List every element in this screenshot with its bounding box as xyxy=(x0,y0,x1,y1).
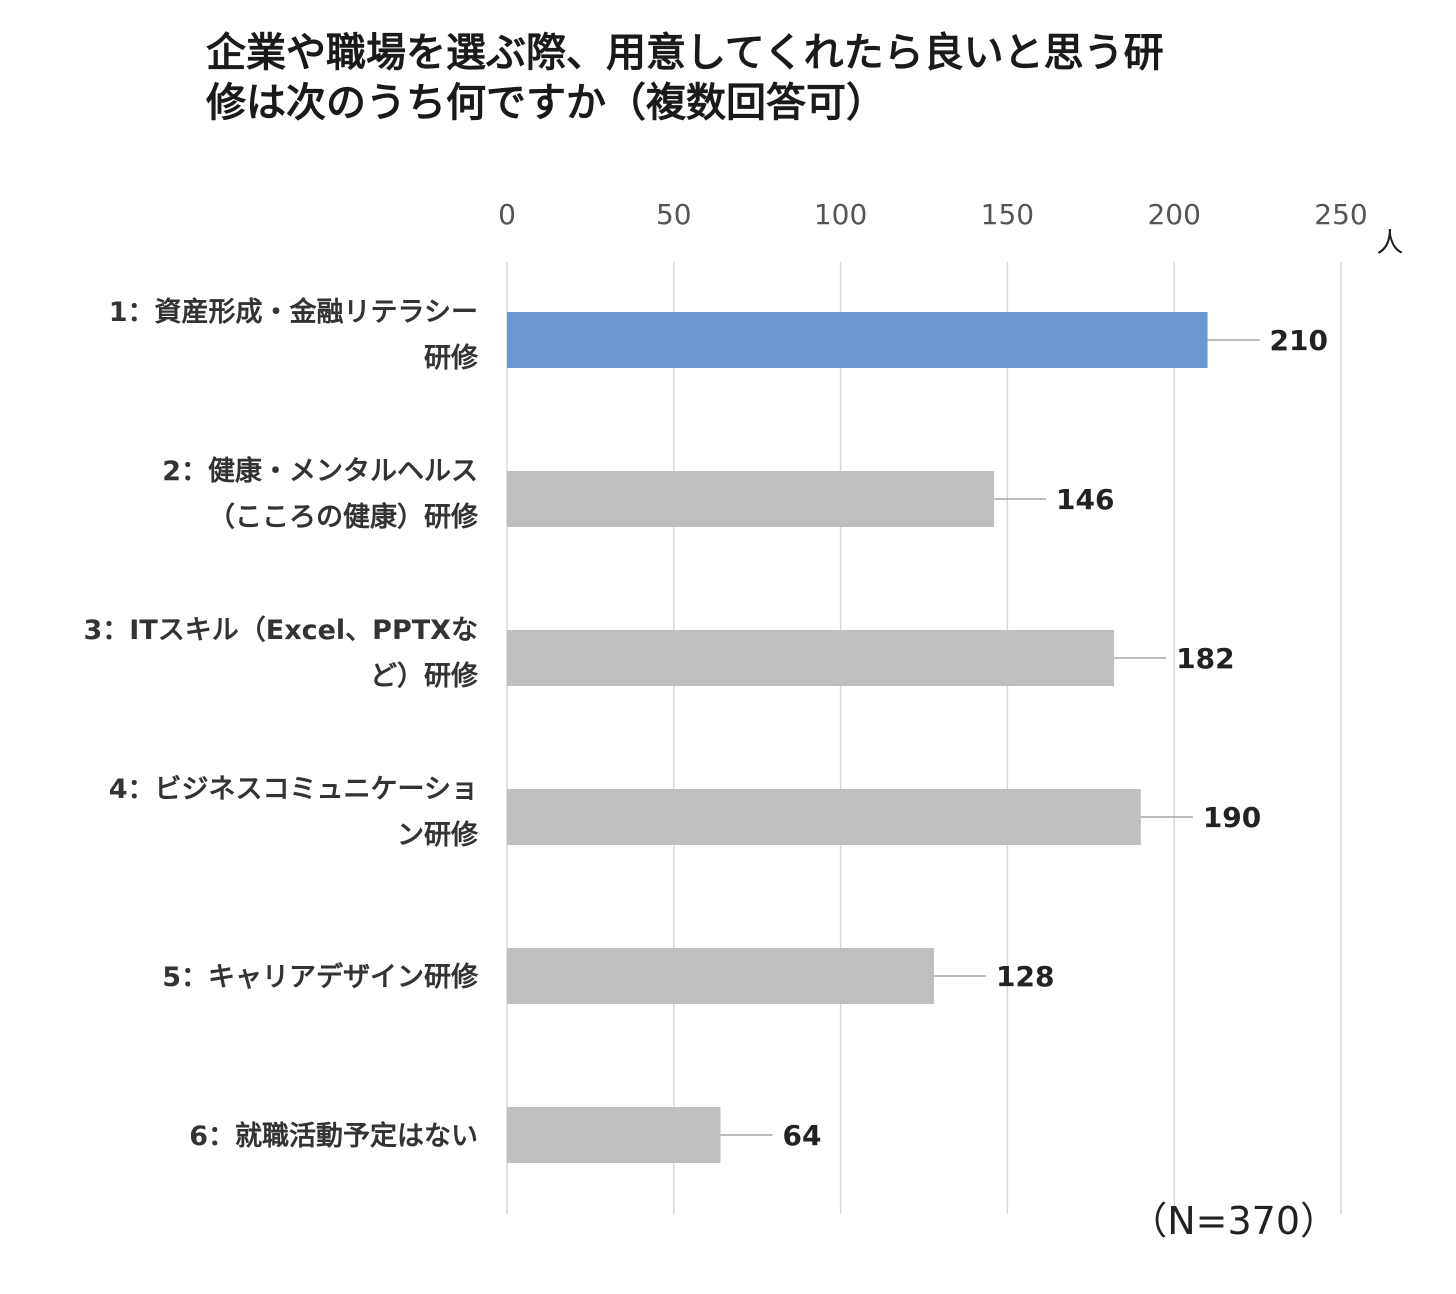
value-label: 182 xyxy=(1176,642,1234,675)
x-axis-ticks: 0 50 100 150 200 250 xyxy=(498,198,1368,231)
bar xyxy=(507,789,1141,845)
gridlines xyxy=(506,262,1342,1214)
x-tick-label: 50 xyxy=(656,198,692,231)
category-label: 6：就職活動予定はない xyxy=(189,1120,478,1152)
value-label: 146 xyxy=(1056,483,1114,516)
x-tick-label: 200 xyxy=(1147,198,1200,231)
category-label: 4：ビジネスコミュニケーショ xyxy=(109,774,478,805)
x-tick-label: 250 xyxy=(1314,198,1367,231)
sample-size-note: （N=370） xyxy=(1129,1199,1338,1243)
category-label: ン研修 xyxy=(397,820,479,851)
category-label: 5：キャリアデザイン研修 xyxy=(162,961,479,993)
bar xyxy=(507,630,1115,686)
value-label: 128 xyxy=(996,960,1054,993)
chart-title-line-2: 修は次のうち何ですか（複数回答可） xyxy=(206,80,886,126)
bar xyxy=(507,948,935,1004)
category-label: 3：ITスキル（Excel、PPTXな xyxy=(84,615,479,646)
axis-unit-label: 人 xyxy=(1377,228,1404,259)
bar xyxy=(507,1107,721,1163)
x-tick-label: 100 xyxy=(814,198,867,231)
value-label: 64 xyxy=(783,1119,822,1152)
category-label: ど）研修 xyxy=(370,661,479,692)
category-label: （こころの健康）研修 xyxy=(208,501,479,533)
category-label: 2：健康・メンタルヘルス xyxy=(162,455,478,487)
value-label: 190 xyxy=(1203,801,1261,834)
bar xyxy=(507,312,1208,368)
chart-title-line-1: 企業や職場を選ぶ際、用意してくれたら良いと思う研 xyxy=(206,30,1164,76)
category-label: 研修 xyxy=(424,343,479,374)
bar xyxy=(507,471,995,527)
x-tick-label: 150 xyxy=(981,198,1034,231)
chart-title: 企業や職場を選ぶ際、用意してくれたら良いと思う研 修は次のうち何ですか（複数回答… xyxy=(206,28,1164,128)
bars: 210 146 182 190 128 64 xyxy=(507,312,1328,1163)
value-label: 210 xyxy=(1270,324,1328,357)
x-tick-label: 0 xyxy=(498,198,516,231)
category-label: 1：資産形成・金融リテラシー xyxy=(109,296,478,328)
